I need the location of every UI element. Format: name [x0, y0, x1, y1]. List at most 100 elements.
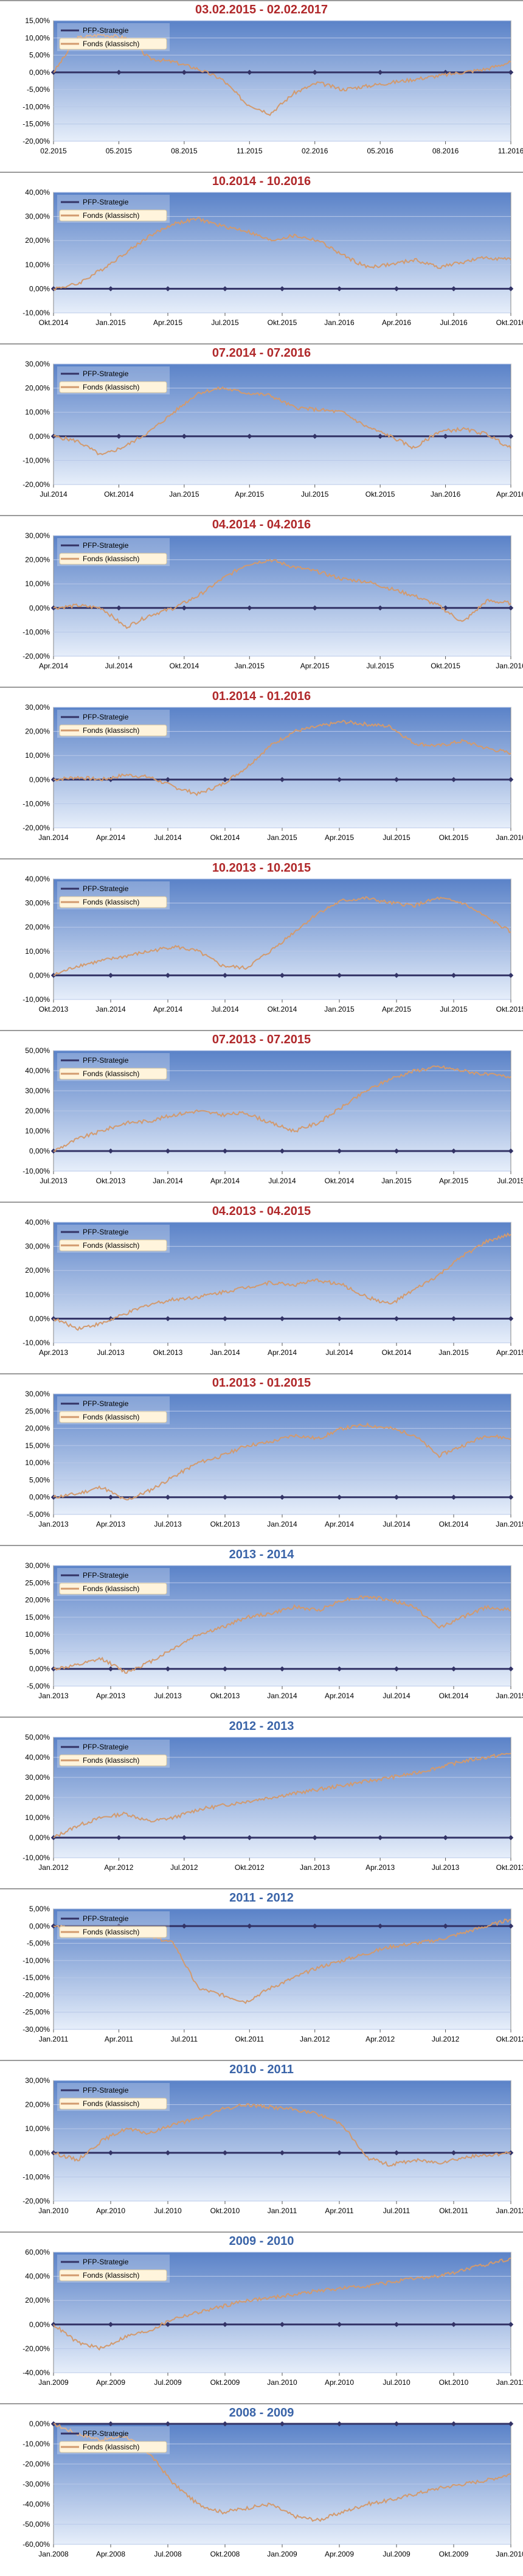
x-tick-label: Jul.2014	[154, 833, 182, 842]
x-tick-label: Okt.2013	[153, 1348, 183, 1357]
legend-strategy-label: PFP-Strategie	[83, 713, 129, 721]
x-tick-label: Jan.2012	[496, 2207, 523, 2215]
legend-fund-bg	[59, 1068, 167, 1080]
x-tick-label: Apr.2014	[39, 662, 68, 670]
x-tick-label: Apr.2014	[153, 1005, 182, 1013]
y-tick-label: 0,00%	[29, 1922, 50, 1930]
x-tick-label: Okt.2014	[170, 662, 199, 670]
y-tick-label: 5,00%	[29, 1475, 50, 1484]
x-tick-label: Okt.2012	[235, 1863, 265, 1872]
x-tick-label: Okt.2013	[210, 1520, 240, 1528]
y-tick-label: 0,00%	[29, 2420, 50, 2428]
chart-title: 2012 - 2013	[229, 1720, 294, 1733]
x-tick-label: Okt.2008	[210, 2550, 240, 2558]
y-tick-label: 20,00%	[25, 384, 50, 393]
y-tick-label: 15,00%	[25, 1441, 50, 1450]
x-tick-label: Okt.2013	[96, 1177, 126, 1185]
x-tick-label: Okt.2016	[496, 318, 523, 327]
y-tick-label: -10,00%	[23, 1853, 50, 1862]
y-tick-label: 40,00%	[25, 1066, 50, 1075]
strategy-marker	[451, 286, 457, 292]
strategy-marker	[50, 777, 57, 783]
y-tick-label: 30,00%	[25, 531, 50, 540]
x-tick-label: Apr.2014	[96, 833, 125, 842]
y-tick-label: -10,00%	[23, 1956, 50, 1965]
y-tick-label: 30,00%	[25, 1561, 50, 1570]
legend-fund-label: Fonds (klassisch)	[83, 1241, 139, 1250]
x-tick-label: Okt.2010	[210, 2207, 240, 2215]
y-tick-label: -30,00%	[23, 2025, 50, 2034]
chart-svg: 2009 - 2010 60,00% 40,00% 20,00% 0,00% -20,00…	[23, 2235, 523, 2387]
y-tick-label: 10,00%	[25, 1290, 50, 1299]
x-tick-label: Jan.2011	[496, 2378, 523, 2387]
x-tick-label: Apr.2015	[325, 833, 354, 842]
y-tick-label: 40,00%	[25, 2272, 50, 2281]
x-tick-label: Jul.2009	[383, 2550, 410, 2558]
y-tick-label: -25,00%	[23, 2008, 50, 2017]
legend-fund-label: Fonds (klassisch)	[83, 726, 139, 735]
x-tick-label: Apr.2013	[96, 1692, 125, 1700]
y-tick-label: 30,00%	[25, 2076, 50, 2085]
x-tick-label: Jul.2013	[97, 1348, 125, 1357]
x-tick-label: Jul.2015	[366, 662, 394, 670]
y-tick-label: -10,00%	[23, 1339, 50, 1347]
strategy-marker	[181, 1835, 187, 1841]
y-tick-label: 60,00%	[25, 2248, 50, 2256]
x-tick-label: Okt.2015	[439, 833, 469, 842]
chart-panel: 2013 - 2014 30,00% 25,00% 20,00% 15,00% 10,00…	[0, 1545, 523, 1703]
y-tick-label: 15,00%	[25, 16, 50, 25]
legend-strategy-label: PFP-Strategie	[83, 541, 129, 550]
chart-panel: 04.2013 - 04.2015 40,00% 30,00% 20,00% 10,00…	[0, 1202, 523, 1360]
y-tick-label: 10,00%	[25, 579, 50, 588]
legend-fund-label: Fonds (klassisch)	[83, 2271, 139, 2280]
chart-svg: 2013 - 2014 30,00% 25,00% 20,00% 15,00% 10,00…	[25, 1548, 523, 1700]
x-tick-label: Okt.2012	[496, 2035, 523, 2043]
y-tick-label: 0,00%	[29, 1147, 50, 1155]
y-tick-label: 10,00%	[25, 33, 50, 42]
y-tick-label: -15,00%	[23, 120, 50, 128]
chart-title: 2013 - 2014	[229, 1548, 295, 1561]
x-tick-label: Apr.2015	[382, 1005, 411, 1013]
strategy-marker	[451, 777, 457, 783]
strategy-marker	[181, 69, 187, 75]
chart-svg: 04.2013 - 04.2015 40,00% 30,00% 20,00% 10,00…	[23, 1205, 523, 1357]
x-tick-label: Okt.2014	[104, 490, 134, 499]
x-tick-label: Jan.2011	[268, 2207, 297, 2215]
y-tick-label: 0,00%	[29, 1833, 50, 1842]
x-tick-label: Jan.2016	[324, 318, 355, 327]
chart-title: 04.2013 - 04.2015	[212, 1205, 311, 1218]
legend-fund-label: Fonds (klassisch)	[83, 1756, 139, 1765]
x-tick-label: Jan.2012	[38, 1863, 69, 1872]
y-tick-label: 0,00%	[29, 68, 50, 77]
x-tick-label: Okt.2011	[235, 2035, 264, 2043]
legend-strategy-label: PFP-Strategie	[83, 1743, 129, 1751]
strategy-marker	[116, 433, 122, 439]
y-tick-label: 20,00%	[25, 1266, 50, 1275]
chart-panel: 01.2013 - 01.2015 30,00% 25,00% 20,00% 15,00…	[0, 1373, 523, 1531]
y-tick-label: 0,00%	[29, 971, 50, 979]
x-tick-label: Jan.2015	[381, 1177, 412, 1185]
strategy-marker	[279, 777, 285, 783]
x-tick-label: Okt.2014	[439, 1520, 469, 1528]
y-tick-label: 5,00%	[29, 1647, 50, 1656]
x-tick-label: 08.2016	[432, 147, 459, 155]
y-tick-label: 40,00%	[25, 875, 50, 883]
strategy-marker	[508, 286, 514, 292]
chart-title: 01.2014 - 01.2016	[212, 690, 311, 703]
x-tick-label: Jan.2013	[300, 1863, 330, 1872]
x-tick-label: Apr.2013	[96, 1520, 125, 1528]
y-tick-label: 10,00%	[25, 408, 50, 416]
y-tick-label: -5,00%	[27, 1939, 50, 1948]
chart-panel: 2012 - 2013 50,00% 40,00% 30,00% 20,00% 10,00…	[0, 1717, 523, 1875]
x-tick-label: Jul.2010	[154, 2207, 182, 2215]
chart-title: 2008 - 2009	[229, 2406, 294, 2420]
x-tick-label: Apr.2008	[96, 2550, 125, 2558]
x-tick-label: Okt.2014	[325, 1177, 355, 1185]
legend-fund-bg	[59, 1583, 167, 1595]
x-tick-label: Apr.2014	[210, 1177, 240, 1185]
x-tick-label: Jul.2012	[432, 2035, 460, 2043]
strategy-marker	[393, 777, 400, 783]
chart-title: 04.2014 - 04.2016	[212, 518, 311, 531]
fund-series-line	[53, 896, 511, 976]
x-tick-label: Jan.2015	[169, 490, 199, 499]
